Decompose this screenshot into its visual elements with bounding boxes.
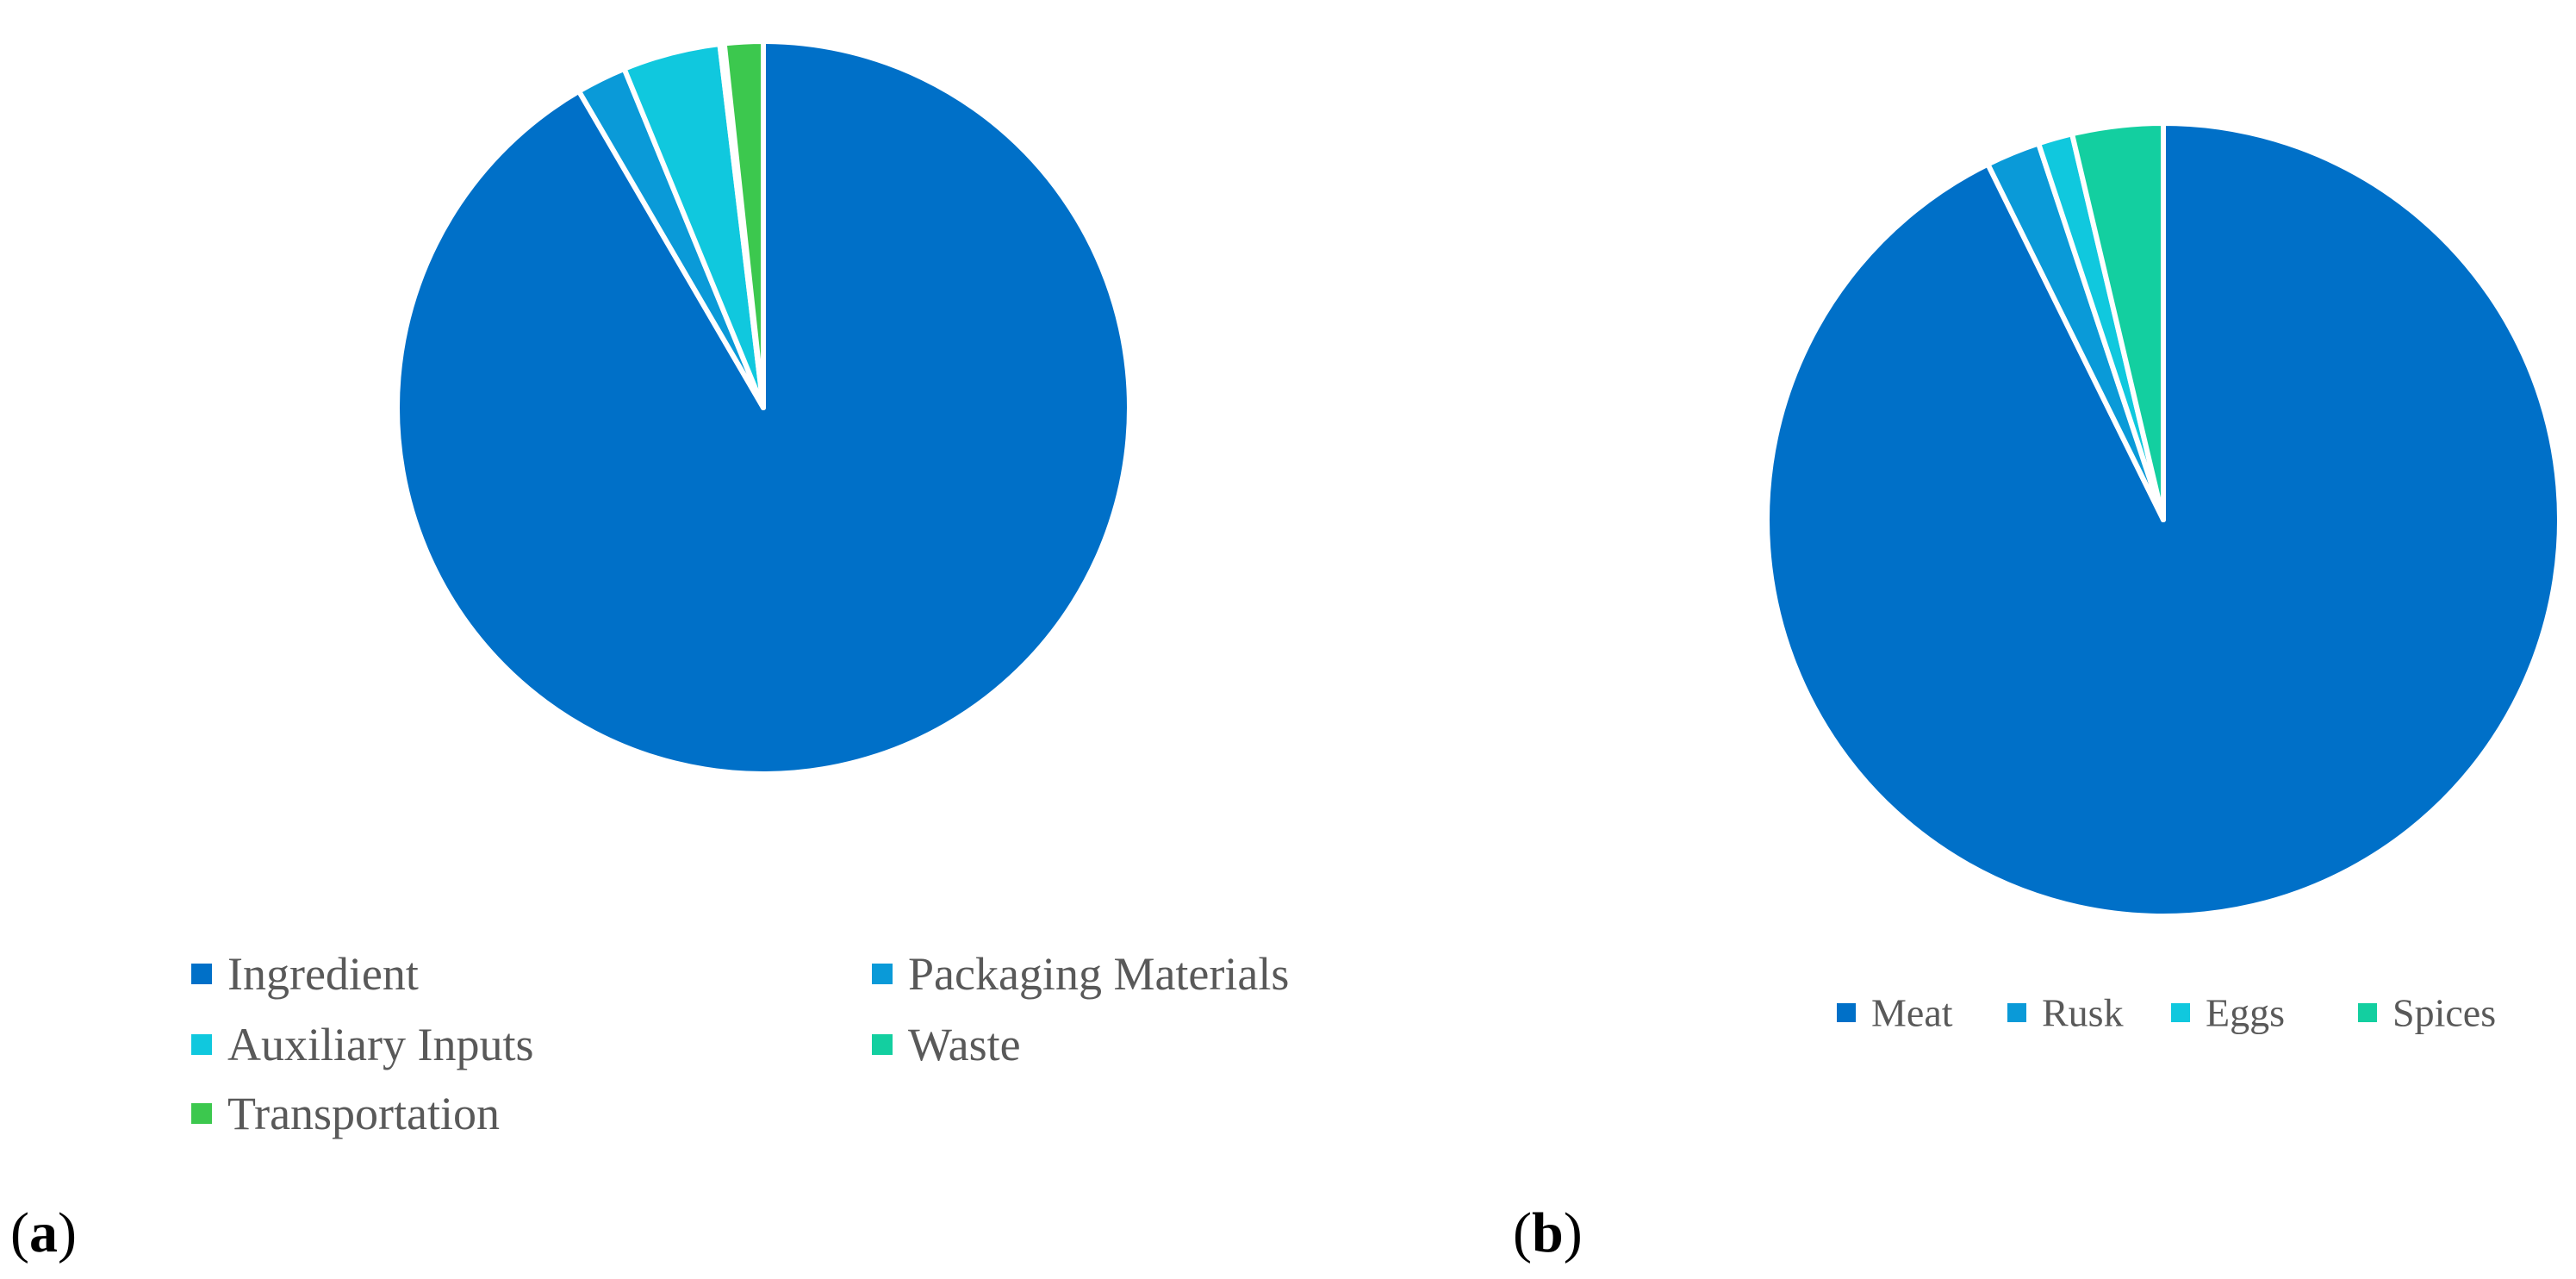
legend-label-packaging-materials: Packaging Materials xyxy=(908,948,1289,1000)
legend-label-eggs: Eggs xyxy=(2206,991,2285,1035)
legend-item-eggs: Eggs xyxy=(2171,991,2285,1035)
panel-letter-a: a xyxy=(29,1201,58,1264)
legend-b: Meat Rusk Eggs Spices xyxy=(1837,991,2496,1035)
pie-slice-transportation xyxy=(721,39,766,410)
legend-item-transportation: Transportation xyxy=(191,1088,500,1139)
legend-item-rusk: Rusk xyxy=(2007,991,2124,1035)
legend-swatch-auxiliary-inputs xyxy=(191,1034,212,1055)
panel-letter-b: b xyxy=(1532,1201,1564,1264)
panel-label-b: (b) xyxy=(1513,1201,1583,1264)
legend-swatch-packaging-materials xyxy=(872,964,893,984)
pie-slice-spices xyxy=(2069,121,2166,522)
legend-swatch-waste xyxy=(872,1034,893,1055)
legend-a: Ingredient Packaging Materials Auxiliary I… xyxy=(191,948,1289,1139)
legend-swatch-rusk xyxy=(2007,1003,2026,1022)
legend-item-packaging-materials: Packaging Materials xyxy=(872,948,1289,1000)
legend-swatch-meat xyxy=(1837,1003,1856,1022)
legend-item-meat: Meat xyxy=(1837,991,1953,1035)
legend-label-auxiliary-inputs: Auxiliary Inputs xyxy=(227,1019,533,1070)
legend-swatch-transportation xyxy=(191,1103,212,1124)
pie-chart-b xyxy=(1764,121,2562,919)
legend-item-auxiliary-inputs: Auxiliary Inputs xyxy=(191,1019,533,1070)
pie-chart-a xyxy=(394,39,1132,777)
legend-label-meat: Meat xyxy=(1871,991,1953,1035)
legend-swatch-eggs xyxy=(2171,1003,2190,1022)
legend-label-spices: Spices xyxy=(2392,991,2496,1035)
legend-label-rusk: Rusk xyxy=(2042,991,2124,1035)
legend-label-waste: Waste xyxy=(908,1019,1021,1070)
legend-swatch-ingredient xyxy=(191,964,212,984)
legend-label-transportation: Transportation xyxy=(227,1088,500,1139)
legend-item-spices: Spices xyxy=(2358,991,2496,1035)
chart-panel-a: Ingredient Packaging Materials Auxiliary I… xyxy=(10,39,1289,1264)
chart-panel-b: Meat Rusk Eggs Spices (b) xyxy=(1513,121,2562,1264)
legend-label-ingredient: Ingredient xyxy=(227,948,419,1000)
panel-label-a: (a) xyxy=(10,1201,77,1264)
legend-item-waste: Waste xyxy=(872,1019,1021,1070)
legend-swatch-spices xyxy=(2358,1003,2377,1022)
legend-item-ingredient: Ingredient xyxy=(191,948,419,1000)
